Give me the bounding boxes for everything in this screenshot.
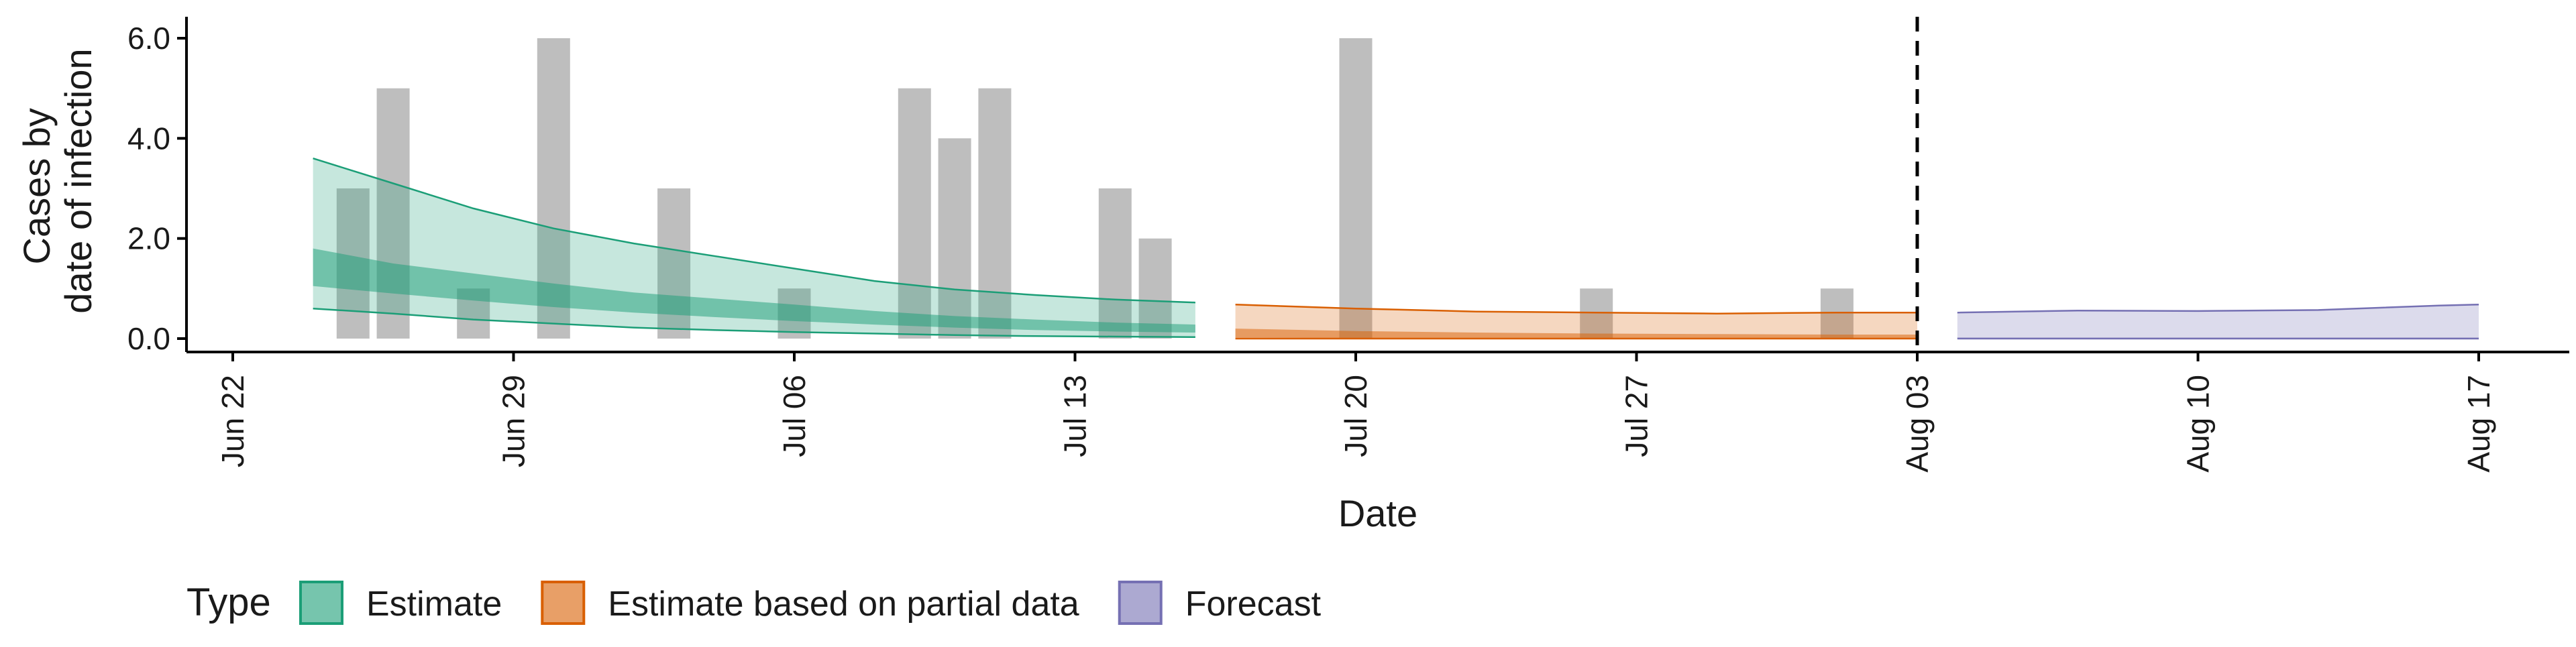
y-tick-label-1: 2.0 [127,221,170,256]
legend-item-2: Forecast [1118,581,1322,625]
x-tick-label-2: Jul 06 [777,375,812,457]
legend-swatch-2 [1118,581,1163,625]
y-tick-label-2: 4.0 [127,121,170,156]
legend-swatch-1 [541,581,586,625]
legend-item-1: Estimate based on partial data [541,581,1079,625]
bar-10 [1138,238,1172,339]
y-tick-label-3: 6.0 [127,21,170,56]
y-axis-title: Cases by date of infection [15,48,99,313]
bar-13 [1820,288,1854,339]
x-tick-label-8: Aug 17 [2461,375,2496,473]
legend-label-0: Estimate [366,585,502,624]
bar-7 [938,138,971,339]
bar-6 [898,88,931,339]
legend-label-1: Estimate based on partial data [608,585,1079,624]
band-1 [1235,303,1917,340]
legend-title: Type [186,581,271,624]
x-tick-label-3: Jul 13 [1058,375,1093,457]
bar-11 [1339,38,1373,339]
band-0-inner [313,248,1195,333]
bar-1 [376,88,410,339]
bar-9 [1098,188,1132,339]
bands-layer [313,158,2479,340]
y-axis-title-line-2: date of infection [57,48,99,313]
x-tick-label-5: Jul 27 [1619,375,1654,457]
y-axis-title-line-1: Cases by [15,108,58,264]
x-tick-label-7: Aug 10 [2181,375,2216,473]
y-tick-label-0: 0.0 [127,321,170,356]
x-axis-title: Date [1338,492,1417,534]
bar-8 [978,88,1012,339]
band-2 [1957,303,2479,340]
x-tick-label-0: Jun 22 [215,375,250,467]
legend-item-0: Estimate [299,581,502,625]
axes-layer: 0.0 2.0 4.0 6.0 Jun 22 Jun 29 Jul 06 Jul 13 Jul … [127,17,2569,473]
x-tick-label-6: Aug 03 [1900,375,1935,473]
band-1-upper-edge [1235,303,1917,314]
bar-12 [1580,288,1613,339]
band-1-inner [1235,329,1917,339]
legend-swatch-0 [299,581,343,625]
legend: Type Estimate Estimate based on partial d… [186,581,1322,625]
legend-label-2: Forecast [1185,585,1322,624]
band-1-outer [1235,304,1917,339]
x-tick-label-4: Jul 20 [1338,375,1373,457]
band-0 [313,158,1195,339]
x-tick-label-1: Jun 29 [496,375,531,467]
band-0-lower-edge [313,307,1195,339]
band-0-upper-edge [313,158,1195,304]
band-2-outer [1957,304,2479,339]
band-2-upper-edge [1957,303,2479,314]
legend-items: Estimate Estimate based on partial data Fo… [299,581,1322,625]
